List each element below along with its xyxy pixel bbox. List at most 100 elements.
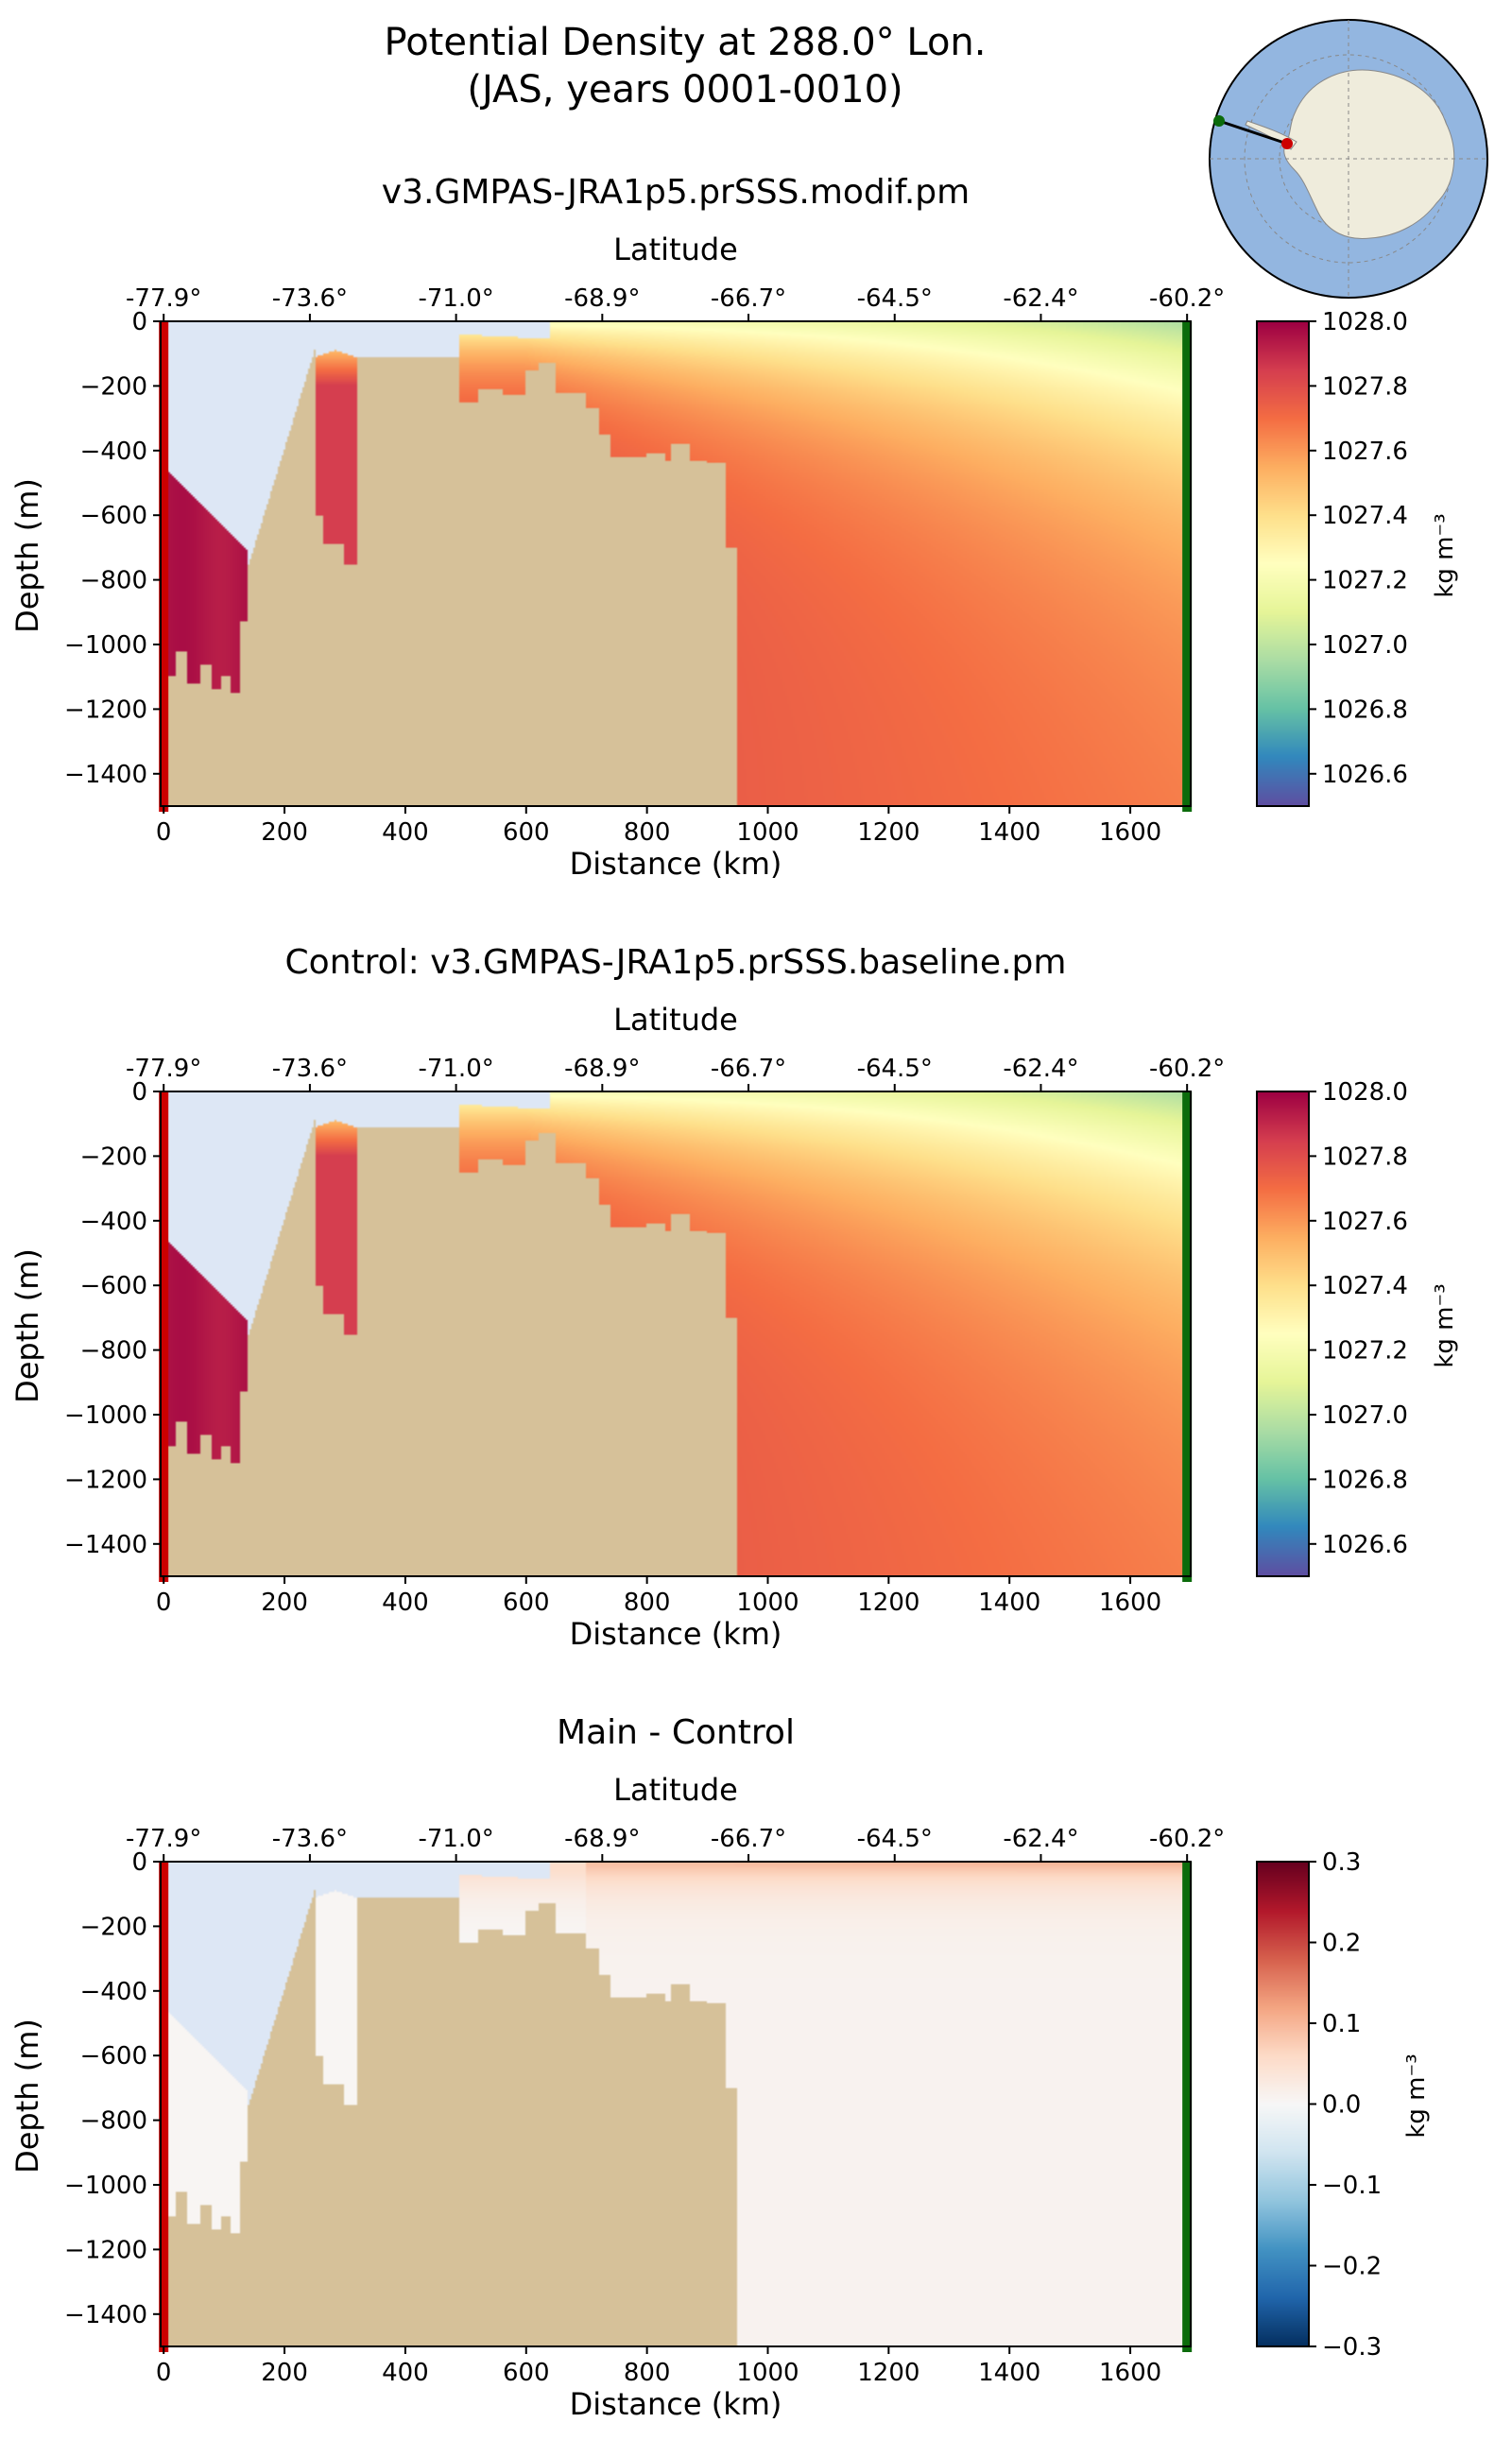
colorbar-tick-label: 1027.4 xyxy=(1322,502,1408,530)
y-tick-label: −400 xyxy=(80,1978,147,2006)
x-tick-label: 1200 xyxy=(857,2359,919,2387)
panel-2-x-ticks: 0 200 400 600 800 1000 1200 1400 1600 xyxy=(156,1576,1161,1617)
figure-title-line1: Potential Density at 288.0° Lon. xyxy=(385,21,987,64)
colorbar-tick-label: 1027.8 xyxy=(1322,372,1408,401)
x-tick-label: 1400 xyxy=(978,818,1040,847)
x-tick-label: 1200 xyxy=(857,818,919,847)
locator-map-transect-line xyxy=(1218,119,1288,146)
colorbar-tick-label: 1028.0 xyxy=(1322,308,1408,336)
colorbar-tick-label: 1027.0 xyxy=(1322,1401,1408,1430)
panel-1-latitude-ticks: -77.9° -73.6° -71.0° -68.9° -66.7° -64.5° -62.… xyxy=(126,284,1225,321)
y-tick-label: −1400 xyxy=(64,761,147,789)
colorbar-tick-label: 1026.8 xyxy=(1322,1466,1408,1494)
y-tick-label: −600 xyxy=(80,2042,147,2070)
locator-map xyxy=(1209,19,1488,299)
colorbar-tick-label: 0.1 xyxy=(1322,2010,1361,2038)
lat-tick-label: -64.5° xyxy=(857,1825,933,1853)
colorbar-tick-label: 1027.2 xyxy=(1322,567,1408,595)
panel-2-heatmap-image xyxy=(161,1091,1191,1576)
x-tick-label: 1200 xyxy=(857,1589,919,1617)
colorbar-tick-label: 0.2 xyxy=(1322,1930,1361,1958)
colorbar-tick-label: 1026.6 xyxy=(1322,761,1408,789)
y-tick-label: −1400 xyxy=(64,2301,147,2329)
x-tick-label: 400 xyxy=(382,818,429,847)
panel-1: v3.GMPAS-JRA1p5.prSSS.modif.pm Latitude … xyxy=(9,173,1459,882)
panel-3-frame xyxy=(160,1861,1192,2347)
colorbar-tick-label: 1027.8 xyxy=(1322,1143,1408,1171)
transect-start-marker xyxy=(159,1862,169,2352)
panel-3-ylabel: Depth (m) xyxy=(9,2019,45,2174)
lat-tick-label: -62.4° xyxy=(1003,1825,1078,1853)
y-tick-label: −1200 xyxy=(64,696,147,724)
x-tick-label: 1600 xyxy=(1099,818,1161,847)
colorbar-tick-label: 0.0 xyxy=(1322,2091,1361,2120)
panel-2-ylabel: Depth (m) xyxy=(9,1248,45,1403)
lat-tick-label: -66.7° xyxy=(711,1825,786,1853)
panel-2-xlabel: Distance (km) xyxy=(570,1616,782,1652)
x-tick-label: 600 xyxy=(503,2359,550,2387)
colorbar-tick-label: 1027.4 xyxy=(1322,1272,1408,1300)
transect-end-marker xyxy=(1182,321,1193,812)
panel-3-title: Main - Control xyxy=(557,1713,795,1752)
panel-3-colorbar-image xyxy=(1257,1862,1309,2346)
lat-tick-label: -73.6° xyxy=(272,1055,348,1083)
transect-start-marker xyxy=(159,1091,169,1582)
panel-2-overlay xyxy=(159,1091,1193,1582)
panel-2-y-ticks: 0 −200 −400 −600 −800 −1000 −1200 −1400 xyxy=(64,1078,161,1559)
lat-tick-label: -62.4° xyxy=(1003,1055,1078,1083)
y-tick-label: −1000 xyxy=(64,2172,147,2200)
panel-1-colorbar-image xyxy=(1257,321,1309,806)
y-tick-label: 0 xyxy=(131,1848,147,1877)
panel-1-x-ticks: 0 200 400 600 800 1000 1200 1400 1600 xyxy=(156,806,1161,847)
x-tick-label: 400 xyxy=(382,2359,429,2387)
panel-3-top-axis-label: Latitude xyxy=(613,1772,738,1808)
y-tick-label: 0 xyxy=(131,1078,147,1107)
panel-3-colorbar-label: kg m⁻³ xyxy=(1402,2053,1431,2138)
lat-tick-label: -60.2° xyxy=(1149,1055,1225,1083)
y-tick-label: −400 xyxy=(80,438,147,466)
y-tick-label: −400 xyxy=(80,1208,147,1236)
panel-3-x-ticks: 0 200 400 600 800 1000 1200 1400 1600 xyxy=(156,2346,1161,2387)
x-tick-label: 0 xyxy=(156,2359,172,2387)
panel-3-colorbar-ticks: 0.3 0.2 0.1 0.0 −0.1 −0.2 −0.3 xyxy=(1309,1848,1382,2362)
colorbar-tick-label: 1028.0 xyxy=(1322,1078,1408,1107)
colorbar-tick-label: 1027.0 xyxy=(1322,631,1408,660)
x-tick-label: 200 xyxy=(261,2359,308,2387)
x-tick-label: 800 xyxy=(624,2359,671,2387)
x-tick-label: 1000 xyxy=(736,2359,799,2387)
y-tick-label: −800 xyxy=(80,2107,147,2136)
colorbar-tick-label: −0.2 xyxy=(1322,2253,1382,2281)
panel-1-ylabel: Depth (m) xyxy=(9,478,45,633)
locator-map-antarctica xyxy=(1283,69,1455,240)
y-tick-label: −1200 xyxy=(64,1466,147,1494)
lat-tick-label: -71.0° xyxy=(418,1825,493,1853)
panel-3-y-ticks: 0 −200 −400 −600 −800 −1000 −1200 −1400 xyxy=(64,1848,161,2329)
lat-tick-label: -62.4° xyxy=(1003,284,1078,313)
y-tick-label: −200 xyxy=(80,1143,147,1171)
panel-3-xlabel: Distance (km) xyxy=(570,2386,782,2422)
figure-title-line2: (JAS, years 0001-0010) xyxy=(467,68,902,112)
panel-3-heatmap-image xyxy=(161,1862,1191,2346)
colorbar-tick-label: 1027.6 xyxy=(1322,1208,1408,1236)
y-tick-label: −800 xyxy=(80,567,147,595)
x-tick-label: 1000 xyxy=(736,818,799,847)
x-tick-label: 1000 xyxy=(736,1589,799,1617)
y-tick-label: −200 xyxy=(80,372,147,401)
x-tick-label: 600 xyxy=(503,1589,550,1617)
lat-tick-label: -66.7° xyxy=(711,1055,786,1083)
panel-3: Main - Control Latitude -77.9° -73.6° -71.… xyxy=(9,1713,1431,2422)
panel-2-latitude-ticks: -77.9° -73.6° -71.0° -68.9° -66.7° -64.5° -62.… xyxy=(126,1055,1225,1091)
x-tick-label: 600 xyxy=(503,818,550,847)
transect-end-marker xyxy=(1182,1862,1193,2352)
x-tick-label: 1600 xyxy=(1099,1589,1161,1617)
panel-1-top-axis-label: Latitude xyxy=(613,232,738,267)
y-tick-label: −600 xyxy=(80,502,147,530)
lat-tick-label: -68.9° xyxy=(564,1825,640,1853)
x-tick-label: 1400 xyxy=(978,1589,1040,1617)
colorbar-tick-label: 1027.2 xyxy=(1322,1337,1408,1366)
x-tick-label: 800 xyxy=(624,818,671,847)
panel-2-title: Control: v3.GMPAS-JRA1p5.prSSS.baseline.… xyxy=(285,943,1067,982)
lat-tick-label: -71.0° xyxy=(418,1055,493,1083)
panel-3-overlay xyxy=(159,1862,1193,2352)
